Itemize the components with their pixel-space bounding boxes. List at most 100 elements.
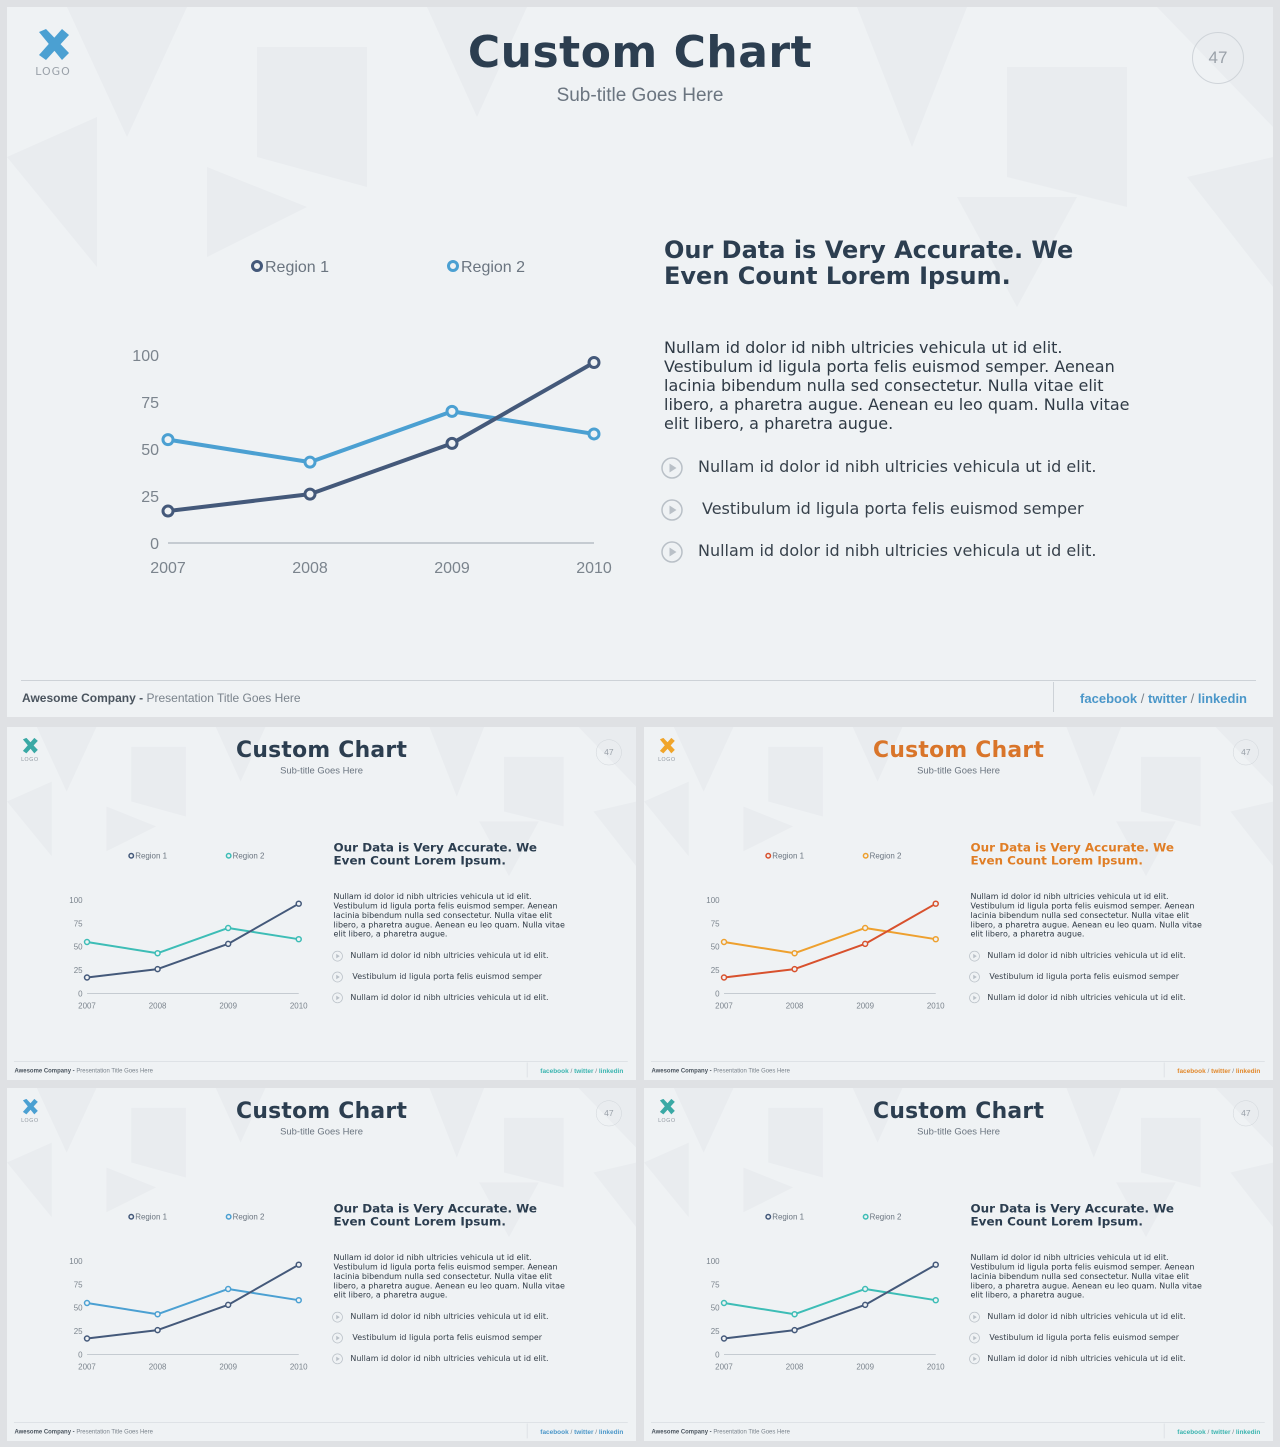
- footer-company: Awesome Company -: [651, 1066, 712, 1074]
- page-title: Custom Chart: [873, 736, 1045, 763]
- facebook-link[interactable]: facebook: [540, 1066, 569, 1075]
- thumbnail-slide-blue[interactable]: LOGO Custom Chart Sub-title Goes Here 47…: [7, 1088, 636, 1441]
- section-heading: Our Data is Very Accurate. We Even Count…: [333, 1201, 537, 1229]
- legend-item: Region 1: [765, 1213, 805, 1222]
- slide-content: LOGO Custom Chart Sub-title Goes Here 47…: [7, 727, 636, 1080]
- linkedin-link[interactable]: linkedin: [1197, 691, 1247, 706]
- list-item: Nullam id dolor id nibh ultricies vehicu…: [332, 950, 590, 971]
- line-chart: 0 25 50 75 100 2007 2008 2009 2010 Region 1 Region…: [132, 259, 612, 577]
- y-tick-label: 0: [78, 1350, 83, 1359]
- footer-company: Awesome Company -: [22, 691, 144, 705]
- list-item: Vestibulum id ligula porta felis euismod…: [969, 1332, 1227, 1353]
- list-item: Nullam id dolor id nibh ultricies vehicu…: [332, 1311, 590, 1332]
- thumbnail-slide-teal[interactable]: LOGO Custom Chart Sub-title Goes Here 47…: [7, 727, 636, 1080]
- facebook-link[interactable]: facebook: [1177, 1427, 1206, 1436]
- bullet-text: Vestibulum id ligula porta felis euismod…: [352, 971, 543, 981]
- main-slide[interactable]: LOGO Custom Chart Sub-title Goes Here 47…: [7, 7, 1273, 717]
- y-tick-label: 0: [715, 1350, 720, 1359]
- logo-text: LOGO: [658, 755, 676, 763]
- data-point: [154, 965, 161, 973]
- pencil-ruler-icon: [22, 737, 38, 754]
- series-line-region-1: [723, 1263, 937, 1340]
- twitter-link[interactable]: twitter: [1211, 1066, 1231, 1075]
- data-point: [154, 949, 161, 957]
- data-point: [83, 1299, 91, 1307]
- link-separator: /: [570, 1427, 573, 1436]
- bullet-text: Nullam id dolor id nibh ultricies vehicu…: [698, 541, 1097, 560]
- data-point: [224, 1285, 232, 1293]
- legend-item: Region 2: [225, 1213, 265, 1222]
- legend-label: Region 2: [870, 852, 902, 861]
- twitter-link[interactable]: twitter: [574, 1427, 594, 1436]
- x-tick-label: 2009: [219, 1001, 237, 1010]
- data-point: [587, 356, 601, 370]
- list-item: Nullam id dolor id nibh ultricies vehicu…: [969, 950, 1227, 971]
- thumbnail-slide-teal-2[interactable]: LOGO Custom Chart Sub-title Goes Here 47…: [644, 1088, 1273, 1441]
- y-tick-label: 100: [69, 1257, 83, 1266]
- thumbnail-slide-orange[interactable]: LOGO Custom Chart Sub-title Goes Here 47…: [644, 727, 1273, 1080]
- play-circle-icon: [969, 1332, 980, 1344]
- link-separator: /: [570, 1066, 573, 1075]
- background-pattern: [7, 727, 636, 877]
- x-tick-label: 2008: [149, 1001, 167, 1010]
- facebook-link[interactable]: facebook: [1080, 691, 1138, 706]
- legend-marker: [225, 1213, 232, 1220]
- facebook-link[interactable]: facebook: [1177, 1066, 1206, 1075]
- linkedin-link[interactable]: linkedin: [598, 1066, 624, 1075]
- list-item: Nullam id dolor id nibh ultricies vehicu…: [969, 1311, 1227, 1332]
- section-heading: Our Data is Very Accurate. We Even Count…: [333, 840, 537, 868]
- bullet-text: Nullam id dolor id nibh ultricies vehicu…: [987, 950, 1186, 961]
- legend-item: Region 2: [862, 852, 902, 861]
- footer-company: Awesome Company -: [14, 1427, 75, 1435]
- twitter-link[interactable]: twitter: [1148, 691, 1187, 706]
- bullet-text: Vestibulum id ligula porta felis euismod…: [989, 971, 1180, 981]
- y-tick-label: 25: [141, 489, 159, 506]
- y-tick-label: 100: [132, 348, 159, 365]
- logo: LOGO: [20, 1098, 40, 1123]
- facebook-link[interactable]: facebook: [540, 1427, 569, 1436]
- x-tick-label: 2007: [150, 560, 186, 577]
- list-item: Vestibulum id ligula porta felis euismod…: [332, 1332, 590, 1353]
- legend-marker: [765, 852, 772, 859]
- twitter-link[interactable]: twitter: [1211, 1427, 1231, 1436]
- footer-caption: Awesome Company - Presentation Title Goe…: [651, 1428, 789, 1435]
- play-circle-icon: [969, 992, 980, 1004]
- linkedin-link[interactable]: linkedin: [598, 1427, 624, 1436]
- legend-marker: [862, 1213, 869, 1220]
- y-tick-label: 25: [74, 966, 83, 975]
- linkedin-link[interactable]: linkedin: [1235, 1066, 1261, 1075]
- logo: LOGO: [33, 29, 73, 78]
- line-chart: 0 25 50 75 100 2007 2008 2009 2010 Region 1 Region…: [69, 852, 308, 1011]
- series-line-region-2: [723, 1287, 936, 1316]
- linkedin-link[interactable]: linkedin: [1235, 1427, 1261, 1436]
- page-number: 47: [1192, 32, 1244, 84]
- link-separator: /: [1232, 1066, 1235, 1075]
- section-heading: Our Data is Very Accurate. We Even Count…: [970, 1201, 1174, 1229]
- y-tick-label: 25: [74, 1327, 83, 1336]
- line-chart: 0 25 50 75 100 2007 2008 2009 2010 Region 1 Region…: [706, 852, 945, 1011]
- data-point: [295, 935, 302, 943]
- play-circle-icon: [332, 1332, 343, 1344]
- x-tick-label: 2008: [292, 560, 328, 577]
- data-point: [295, 1296, 302, 1304]
- page-title: Custom Chart: [873, 1097, 1045, 1124]
- series-line-region-2: [723, 926, 936, 955]
- slide-content: LOGO Custom Chart Sub-title Goes Here 47…: [644, 727, 1273, 1080]
- data-point: [720, 1335, 728, 1342]
- x-tick-label: 2010: [927, 1362, 945, 1371]
- data-point: [161, 504, 175, 518]
- data-point: [83, 1335, 91, 1342]
- bullet-text: Nullam id dolor id nibh ultricies vehicu…: [698, 457, 1097, 476]
- y-tick-label: 25: [711, 1327, 720, 1336]
- twitter-link[interactable]: twitter: [574, 1066, 594, 1075]
- legend-marker: [862, 852, 869, 859]
- bullet-text: Nullam id dolor id nibh ultricies vehicu…: [350, 1311, 549, 1322]
- play-circle-icon: [969, 1311, 980, 1323]
- data-point: [295, 1261, 302, 1268]
- data-point: [83, 938, 91, 946]
- pencil-ruler-icon: [659, 1098, 675, 1115]
- bullet-text: Nullam id dolor id nibh ultricies vehicu…: [987, 1311, 1186, 1322]
- data-point: [791, 965, 798, 973]
- legend-label: Region 2: [870, 1213, 902, 1222]
- footer-company: Awesome Company -: [14, 1066, 75, 1074]
